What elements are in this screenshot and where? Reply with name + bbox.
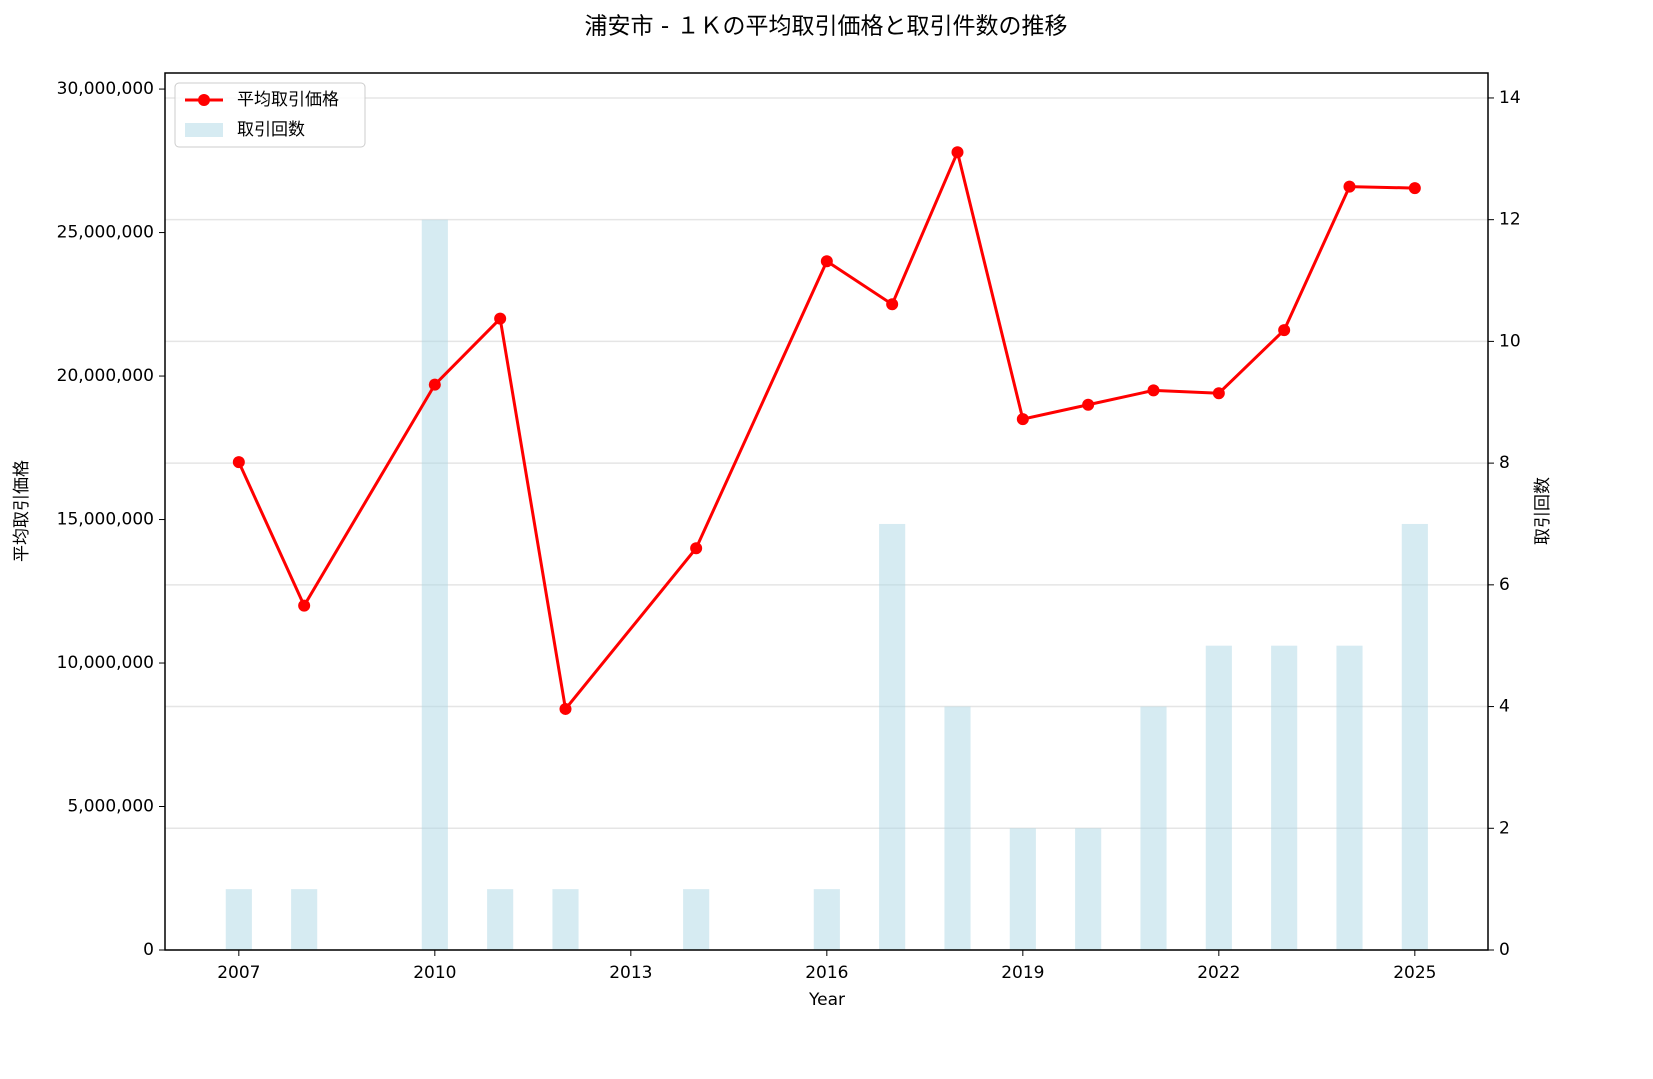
marker (820, 255, 833, 268)
y2-tick-label: 10 (1499, 331, 1521, 351)
marker (1082, 398, 1095, 411)
x-tick-label: 2019 (1001, 963, 1044, 983)
bar (225, 889, 252, 950)
bar (1140, 706, 1167, 950)
y-tick-label: 30,000,000 (57, 79, 154, 99)
y2-axis-label: 取引回数 (1533, 477, 1553, 545)
bar (1075, 828, 1102, 950)
legend-swatch (185, 123, 223, 137)
x-tick-label: 2022 (1197, 963, 1240, 983)
y2-tick-label: 2 (1499, 818, 1510, 838)
chart-title: 浦安市 - １Ｋの平均取引価格と取引件数の推移 (585, 14, 1068, 40)
marker (428, 378, 441, 391)
marker (690, 542, 703, 555)
marker (951, 146, 964, 159)
marker (298, 599, 311, 612)
plot-frame (164, 72, 1489, 951)
y2-tick-label: 0 (1499, 940, 1510, 960)
bar (1009, 828, 1036, 950)
marker (1408, 182, 1421, 195)
y2-tick-label: 14 (1499, 88, 1521, 108)
x-tick-label: 2010 (413, 963, 456, 983)
bar (1401, 523, 1428, 950)
y-tick-label: 20,000,000 (57, 366, 154, 386)
y2-tick-label: 6 (1499, 575, 1510, 595)
y2-tick-label: 12 (1499, 210, 1521, 230)
bar (1205, 645, 1232, 950)
x-tick-label: 2016 (805, 963, 848, 983)
marker (559, 702, 572, 715)
y-tick-label: 25,000,000 (57, 223, 154, 243)
bar (487, 889, 514, 950)
y2-tick-label: 8 (1499, 453, 1510, 473)
marker (1212, 387, 1225, 400)
bar (813, 889, 840, 950)
legend-label: 取引回数 (237, 120, 305, 140)
legend-label: 平均取引価格 (237, 90, 339, 110)
bar (944, 706, 971, 950)
y2-tick-label: 4 (1499, 697, 1510, 717)
marker (886, 298, 899, 311)
line (237, 147, 1415, 713)
y-tick-label: 15,000,000 (57, 510, 154, 530)
x-tick-label: 2025 (1393, 963, 1436, 983)
marker (494, 312, 507, 325)
x-axis-label: Year (808, 990, 845, 1010)
marker (1147, 384, 1160, 397)
bar (683, 889, 710, 950)
y-tick-label: 5,000,000 (67, 797, 154, 817)
bar (421, 219, 448, 951)
y-axis-label: 平均取引価格 (12, 460, 32, 562)
bar (291, 889, 318, 950)
y-tick-label: 0 (143, 940, 154, 960)
y-tick-label: 10,000,000 (57, 653, 154, 673)
x-tick-label: 2013 (609, 963, 652, 983)
legend-marker (198, 94, 210, 106)
x-tick-label: 2007 (217, 963, 260, 983)
marker (232, 456, 245, 469)
bar (552, 889, 579, 950)
bar (879, 523, 906, 950)
marker (1343, 180, 1356, 193)
marker (1278, 324, 1291, 337)
bar (1271, 645, 1298, 950)
marker (1016, 413, 1029, 426)
bar (1336, 645, 1363, 950)
